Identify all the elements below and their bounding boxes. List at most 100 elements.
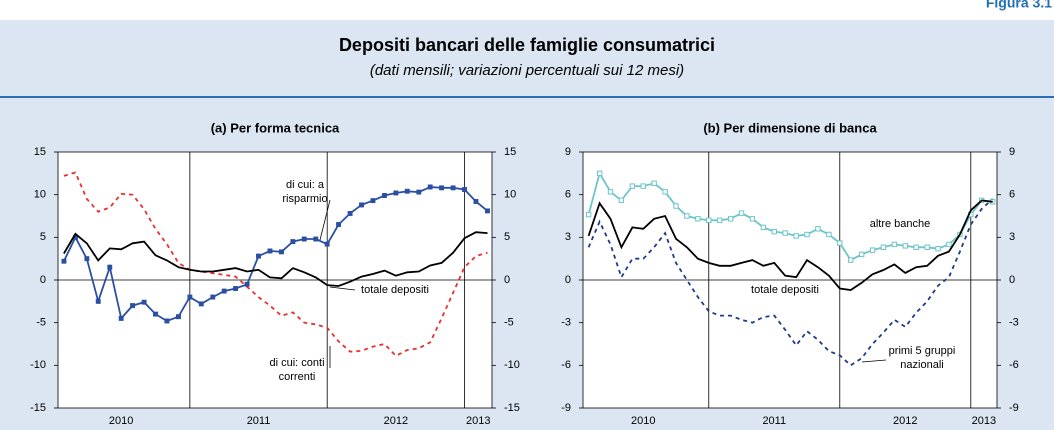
series-marker [640,183,646,189]
y2-tick-label: 15 [504,146,516,158]
annotation: totale depositi [751,284,819,296]
y2-tick-label: 6 [1009,189,1015,201]
annotation: risparmio [282,193,327,205]
y2-tick-label: -10 [504,359,520,371]
y-tick-label: -3 [561,317,571,329]
y2-tick-label: -5 [504,317,514,329]
series-marker [673,203,679,209]
series-marker [382,193,387,198]
series-marker [782,230,788,236]
y-tick-label: -10 [30,359,46,371]
series-marker [771,228,777,235]
x-tick-label: 2010 [109,415,133,427]
y2-tick-label: -6 [1009,359,1019,371]
series-marker [393,190,399,196]
series-marker [107,264,113,270]
series-line [587,199,993,291]
figure-subtitle: (dati mensili; variazioni percentuali su… [370,62,684,79]
series-marker [221,288,227,294]
series-marker [301,236,307,242]
series-marker [804,231,810,238]
series-marker [607,189,614,195]
annotation: primi 5 gruppi [889,345,956,357]
series-line [587,198,994,367]
y-tick-label: 10 [34,189,46,201]
annotation: altre banche [870,218,931,230]
y2-tick-label: 5 [504,231,510,243]
series-marker [629,183,636,189]
y2-tick-label: 9 [1009,146,1015,158]
y-tick-label: 0 [40,274,46,286]
annotation: di cui: conti [269,357,324,369]
annotation-leader [861,359,887,363]
series-marker [596,170,603,177]
series-marker [61,258,67,264]
series-marker [198,301,204,307]
series-marker [946,241,952,248]
series-marker [462,187,467,192]
series-marker [95,298,101,304]
series-marker [164,318,170,324]
series-marker [738,210,745,216]
series-marker [902,243,908,249]
x-tick-label: 2011 [247,415,271,427]
x-tick-label: 2012 [893,415,917,427]
annotation: nazionali [900,359,943,371]
series-marker [359,202,364,208]
series-marker [153,311,158,317]
series-marker [416,189,422,195]
series-marker [118,315,124,321]
series-marker [187,294,193,300]
series-marker [473,199,479,204]
y-tick-label: -6 [561,359,571,371]
y-tick-label: 3 [565,231,571,243]
x-tick-label: 2013 [466,415,490,427]
series-marker [760,224,767,231]
figure-title: Depositi bancari delle famiglie consumat… [339,35,715,55]
y-tick-label: 5 [40,231,46,243]
series-marker [651,180,657,186]
series-marker [347,210,353,216]
series-marker [935,246,941,252]
annotation-leader [329,286,356,291]
y2-tick-label: -9 [1009,402,1019,414]
y-tick-label: -5 [36,317,46,329]
figure-label: Figura 3.1 [986,0,1052,11]
series-marker [427,184,433,190]
x-tick-label: 2010 [631,415,655,427]
y2-tick-label: -15 [504,402,520,414]
y2-tick-label: 0 [504,274,510,286]
series-marker [439,185,445,191]
series-marker [175,314,181,320]
series-marker [847,257,854,263]
series-marker [267,248,273,254]
series-marker [684,213,690,219]
series-marker [869,247,876,253]
series-marker [749,216,756,222]
annotation: totale depositi [361,284,429,296]
x-tick-label: 2013 [972,415,996,427]
y-tick-label: -15 [30,402,46,414]
series-marker [837,240,843,246]
series-marker [324,241,330,247]
panel-title: (b) Per dimensione di banca [703,120,877,135]
series-marker [336,222,342,227]
series-marker [706,217,712,223]
y2-tick-label: 3 [1009,231,1015,243]
series-marker [84,256,90,262]
y2-tick-label: -3 [1009,317,1019,329]
series-marker [450,185,456,191]
y-tick-label: 9 [565,146,571,158]
series-marker [313,236,319,242]
series-marker [244,281,250,287]
series-line [63,231,488,287]
series-marker [858,251,865,258]
series-marker [279,249,284,255]
series-marker [290,239,296,245]
series-marker [815,226,821,232]
series-marker [256,253,261,259]
series-marker [913,244,919,250]
series-marker [826,231,832,238]
